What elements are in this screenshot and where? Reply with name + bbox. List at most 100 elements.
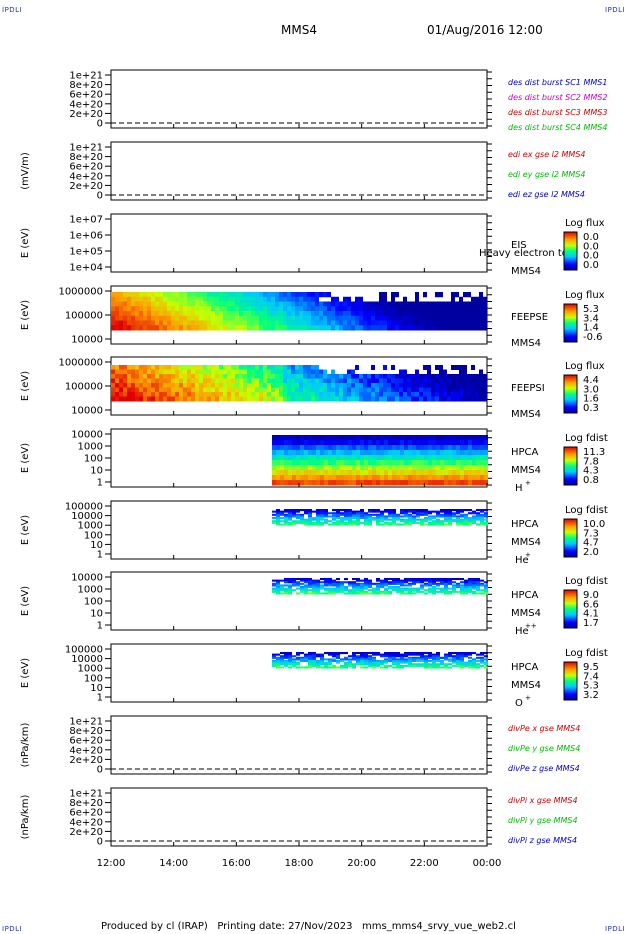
spectrogram-cell: [267, 387, 271, 393]
spectrogram-cell: [391, 296, 395, 302]
spectrogram-cell: [183, 365, 187, 370]
spectrogram-cell: [319, 301, 323, 307]
spectrogram-hpca-h: [272, 435, 488, 486]
spectrogram-cell: [304, 440, 308, 446]
spectrogram-cell: [396, 661, 400, 664]
spectrogram-cell: [424, 440, 428, 446]
spectrogram-cell: [143, 311, 147, 317]
spectrogram-cell: [279, 365, 283, 370]
spectrogram-cell: [175, 383, 179, 388]
spectrogram-cell: [464, 579, 468, 582]
spectrogram-cell: [372, 435, 376, 441]
spectrogram-cell: [111, 396, 115, 402]
spectrogram-cell: [324, 658, 328, 661]
spectrogram-cell: [131, 296, 135, 302]
spectrogram-cell: [400, 440, 404, 446]
spectrogram-cell: [424, 656, 428, 659]
spectrogram-cell: [387, 320, 391, 326]
spectrogram-cell: [292, 658, 296, 661]
spectrogram-cell: [308, 521, 312, 524]
spectrogram-cell: [484, 512, 488, 515]
y-axis-label: E (eV): [20, 658, 31, 688]
spectrogram-cell: [319, 378, 323, 384]
spectrogram-cell: [291, 369, 295, 375]
spectrogram-cell: [231, 396, 235, 402]
spectrogram-cell: [287, 378, 291, 384]
spectrogram-cell: [231, 296, 235, 302]
spectrogram-cell: [343, 325, 347, 331]
spectrogram-cell: [163, 374, 167, 379]
spectrogram-cell: [308, 584, 312, 587]
spectrogram-cell: [384, 480, 388, 486]
spectrogram-cell: [395, 374, 399, 379]
spectrogram-cell: [339, 311, 343, 317]
spectrogram-cell: [396, 475, 400, 481]
spectrogram-cell: [143, 383, 147, 388]
spectrogram-cell: [456, 664, 460, 667]
spectrogram-cell: [371, 396, 375, 402]
spectrogram-cell: [436, 475, 440, 481]
spectrogram-cell: [296, 521, 300, 524]
spectrogram-cell: [423, 383, 427, 388]
spectrogram-cell: [348, 521, 352, 524]
spectrogram-cell: [283, 301, 287, 307]
spectrogram-cell: [408, 653, 412, 656]
spectrogram-cell: [416, 515, 420, 518]
spectrogram-cell: [428, 460, 432, 466]
spectrogram-cell: [408, 470, 412, 476]
spectrogram-cell: [400, 445, 404, 451]
spectrogram-cell: [300, 440, 304, 446]
spectrogram-cell: [308, 589, 312, 592]
spectrogram-cell: [380, 584, 384, 587]
spectrogram-cell: [300, 475, 304, 481]
spectrogram-cell: [295, 311, 299, 317]
spacecraft-label: MMS4: [511, 608, 541, 619]
spectrogram-cell: [151, 292, 155, 298]
spectrogram-cell: [320, 513, 324, 516]
spectrogram-cell: [284, 515, 288, 518]
spectrogram-cell: [215, 365, 219, 370]
spectrogram-cell: [139, 301, 143, 307]
spectrogram-cell: [328, 465, 332, 471]
spectrogram-cell: [312, 518, 316, 521]
spectrogram-cell: [316, 512, 320, 515]
spectrogram-cell: [456, 652, 460, 655]
spectrogram-cell: [300, 509, 304, 512]
spectrogram-cell: [376, 515, 380, 518]
spectrogram-cell: [320, 655, 324, 658]
spectrogram-cell: [484, 523, 488, 526]
spectrogram-cell: [456, 460, 460, 466]
spectrogram-cell: [380, 440, 384, 446]
spectrogram-cell: [364, 581, 368, 584]
spectrogram-cell: [336, 520, 340, 523]
spectrogram-cell: [396, 578, 400, 581]
y-tick-label: 2e+20: [69, 827, 103, 838]
spectrogram-cell: [468, 578, 472, 581]
spectrogram-cell: [336, 440, 340, 446]
spectrogram-cell: [308, 435, 312, 441]
spectrogram-cell: [408, 582, 412, 585]
spectrogram-cell: [295, 325, 299, 331]
spectrogram-cell: [320, 475, 324, 481]
spectrogram-cell: [484, 455, 488, 461]
spectrogram-cell: [203, 292, 207, 298]
spectrogram-cell: [267, 378, 271, 384]
spectrogram-cell: [460, 510, 464, 513]
spectrogram-cell: [448, 455, 452, 461]
spectrogram-cell: [316, 440, 320, 446]
spectrogram-cell: [388, 658, 392, 661]
spectrogram-cell: [412, 579, 416, 582]
spectrogram-cell: [284, 579, 288, 582]
panel-frame-divpe: [110, 715, 488, 775]
spectrogram-cell: [388, 656, 392, 659]
spectrogram-cell: [459, 301, 463, 307]
spectrogram-cell: [372, 440, 376, 446]
spectrogram-cell: [440, 510, 444, 513]
spectrogram-cell: [460, 470, 464, 476]
spectrogram-cell: [139, 374, 143, 379]
spectrogram-cell: [288, 660, 292, 663]
spectrogram-cell: [451, 365, 455, 370]
spectrogram-cell: [131, 325, 135, 331]
spectrogram-cell: [312, 584, 316, 587]
spectrogram-cell: [127, 311, 131, 317]
